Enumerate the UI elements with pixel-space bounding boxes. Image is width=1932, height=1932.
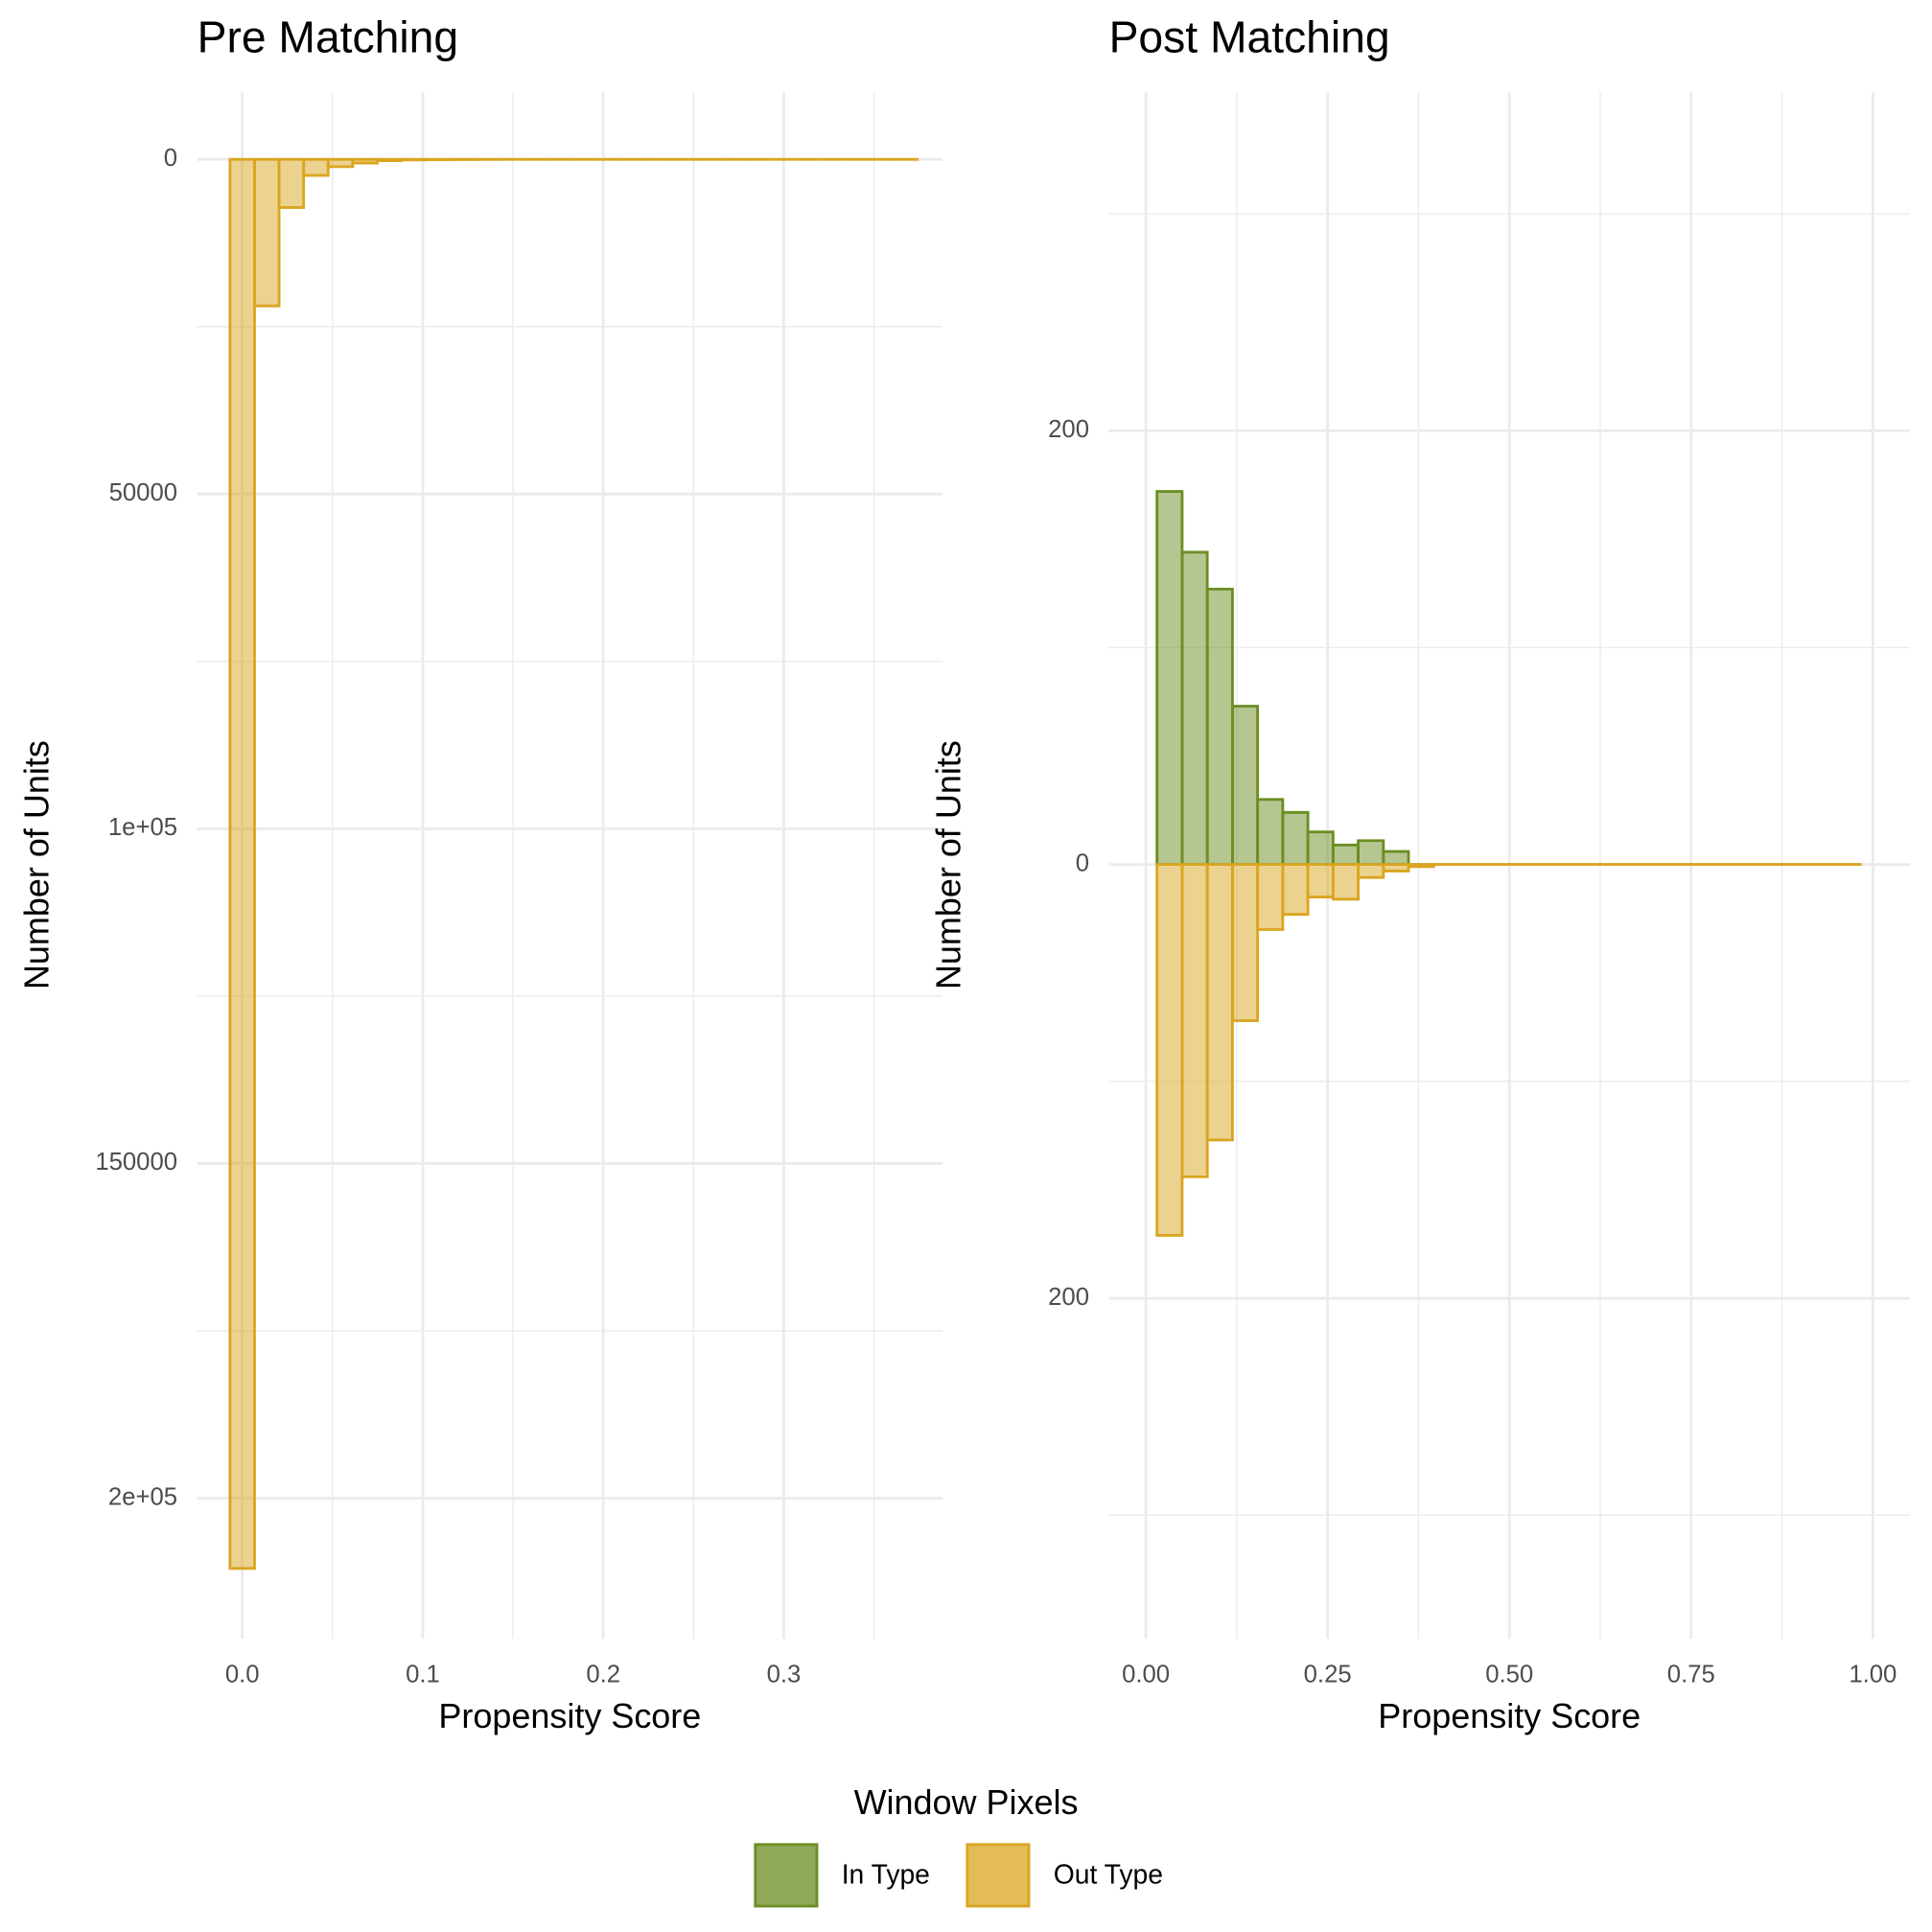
bar — [1256, 798, 1285, 867]
bar — [1230, 863, 1260, 1022]
x-tick-label: 0.00 — [1122, 1661, 1170, 1688]
legend-label: In Type — [842, 1859, 930, 1890]
y-tick-label: 0 — [1076, 850, 1089, 876]
y-tick-label: 150000 — [95, 1149, 177, 1175]
bar — [1306, 863, 1335, 898]
legend-swatch — [754, 1843, 819, 1908]
y-tick-label: 50000 — [109, 479, 177, 506]
x-tick-label: 0.50 — [1485, 1661, 1533, 1688]
bar — [1155, 490, 1184, 867]
chart-title: Post Matching — [1109, 12, 1390, 62]
y-tick-label: 200 — [1048, 416, 1089, 443]
legend-title: Window Pixels — [854, 1782, 1079, 1822]
bar — [351, 157, 379, 165]
bar — [1382, 863, 1410, 873]
bar — [1230, 705, 1260, 867]
x-tick-label: 0.75 — [1667, 1661, 1715, 1688]
y-tick-label: 0 — [164, 145, 177, 172]
bar — [376, 157, 404, 163]
bar — [277, 157, 306, 209]
y-tick-label: 2e+05 — [108, 1483, 177, 1510]
bar — [1281, 863, 1310, 917]
bar — [1331, 863, 1360, 901]
bar — [1155, 863, 1184, 1237]
x-axis-title: Propensity Score — [438, 1696, 701, 1735]
y-axis-title: Number of Units — [929, 740, 968, 989]
bar — [1357, 839, 1385, 867]
bar — [228, 157, 256, 1571]
y-tick-label: 200 — [1048, 1284, 1089, 1311]
bar — [400, 157, 429, 162]
x-axis-title: Propensity Score — [1378, 1696, 1641, 1735]
bar — [1256, 863, 1285, 931]
legend-swatch — [966, 1843, 1031, 1908]
bar — [1205, 587, 1234, 867]
bar — [1205, 863, 1234, 1142]
bar — [1281, 810, 1310, 867]
bar — [1180, 863, 1209, 1178]
x-tick-label: 0.2 — [586, 1661, 620, 1688]
x-tick-label: 0.0 — [225, 1661, 260, 1688]
x-tick-label: 1.00 — [1849, 1661, 1897, 1688]
y-tick-label: 1e+05 — [108, 814, 177, 841]
x-tick-label: 0.1 — [406, 1661, 440, 1688]
x-tick-label: 0.25 — [1304, 1661, 1352, 1688]
bar — [302, 157, 330, 177]
bar — [326, 157, 355, 169]
chart-title: Pre Matching — [198, 12, 459, 62]
legend-label: Out Type — [1054, 1859, 1163, 1890]
bar — [1357, 863, 1385, 879]
x-tick-label: 0.3 — [767, 1661, 802, 1688]
bar — [1180, 550, 1209, 867]
y-axis-title: Number of Units — [17, 740, 57, 989]
bar — [1407, 863, 1435, 869]
bar — [1306, 830, 1335, 867]
bar — [1331, 843, 1360, 867]
bar — [253, 157, 281, 308]
bar — [1382, 850, 1410, 867]
